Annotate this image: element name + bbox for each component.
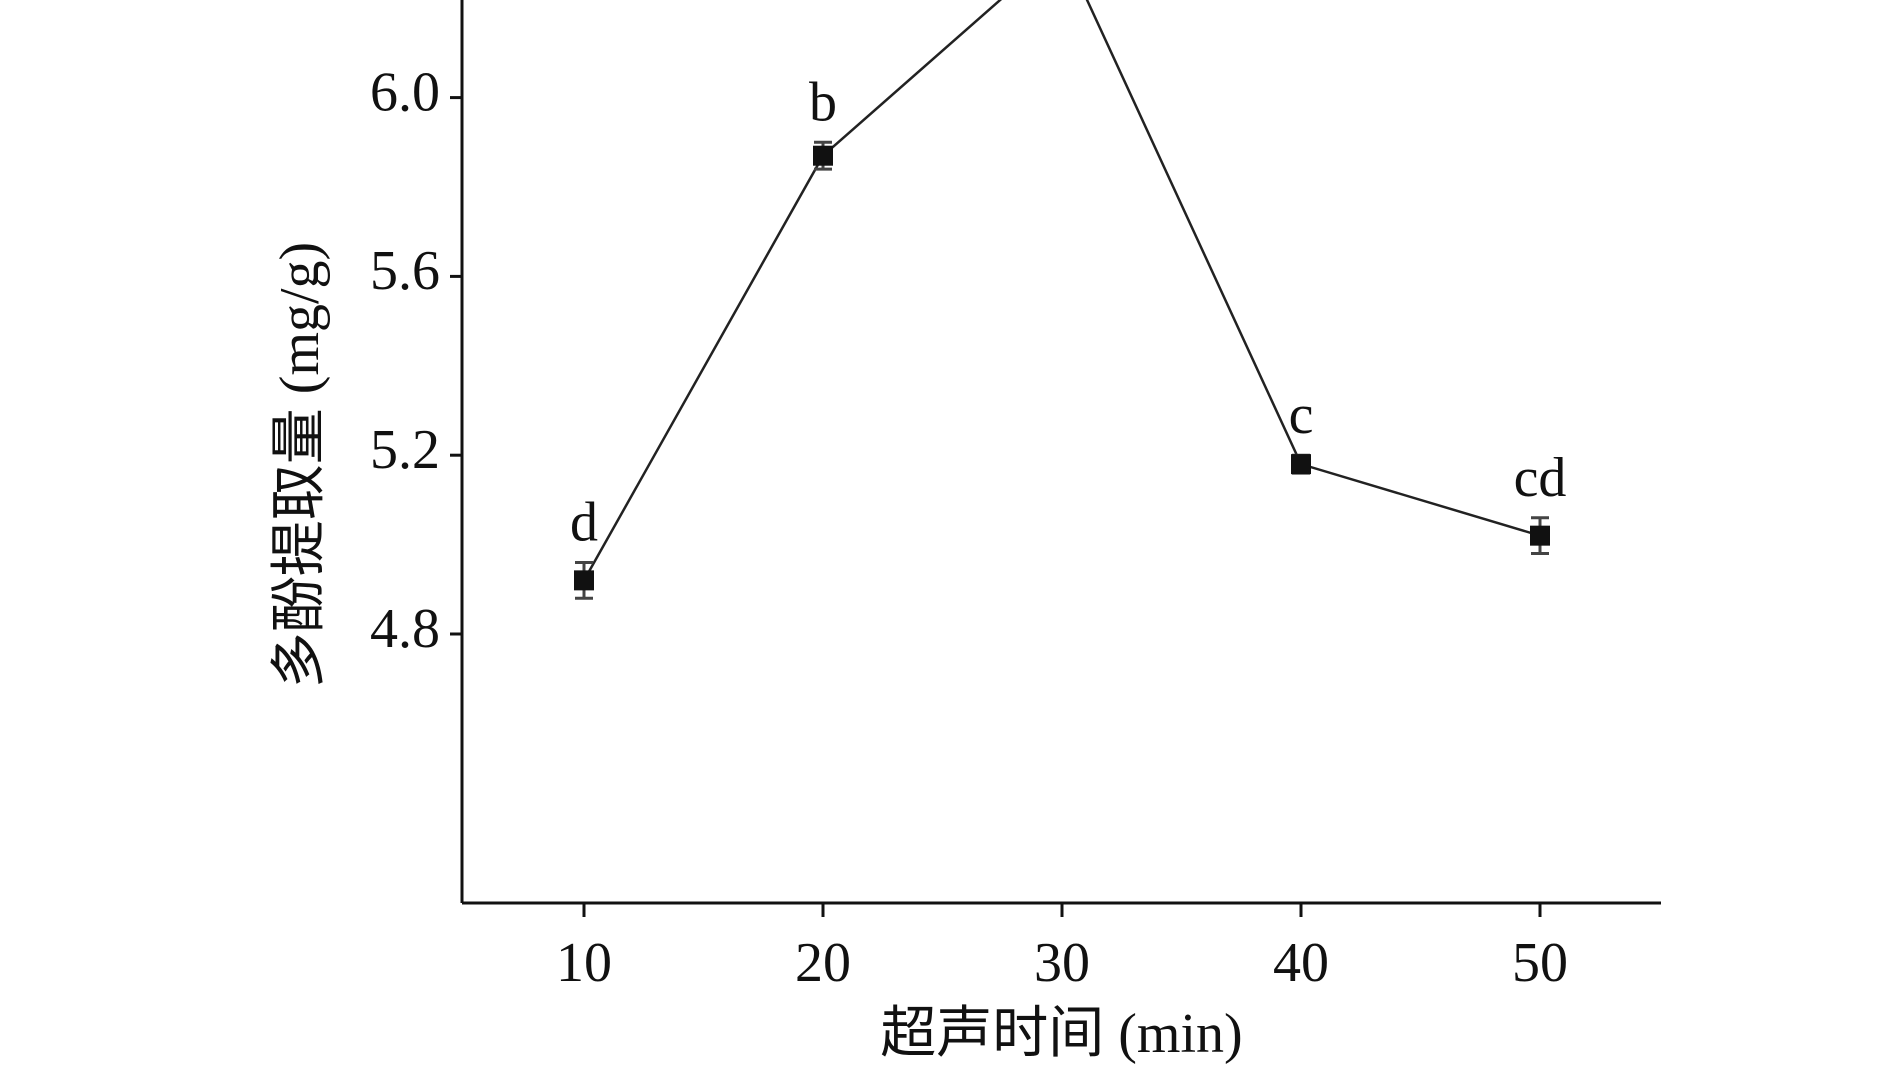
y-tick-label: 4.8: [370, 598, 440, 660]
data-point-label: b: [809, 71, 837, 133]
data-point-marker: [1291, 454, 1311, 475]
series-group: dbaccd: [570, 0, 1567, 600]
x-tick-label: 10: [556, 932, 612, 994]
data-point-marker: [574, 570, 594, 591]
x-tick-label: 50: [1512, 932, 1568, 994]
y-axis-title: 多酚提取量 (mg/g): [269, 242, 331, 688]
y-tick-label: 5.2: [370, 419, 440, 481]
data-point-label: c: [1289, 384, 1314, 446]
data-point-marker: [1530, 525, 1550, 546]
ticks: 4.85.25.66.06.41020304050: [370, 61, 1568, 994]
y-tick-label: 5.6: [370, 240, 440, 302]
series-line: [582, 0, 1541, 581]
data-point-label: cd: [1514, 447, 1567, 509]
x-tick-label: 40: [1273, 932, 1329, 994]
x-axis-title: 超声时间 (min): [880, 1003, 1242, 1065]
x-tick-label: 20: [795, 932, 851, 994]
axes: [460, 0, 1661, 905]
x-tick-label: 30: [1034, 932, 1090, 994]
data-point-label: d: [570, 491, 598, 553]
y-tick-label: 6.0: [370, 61, 440, 123]
data-point-marker: [813, 145, 833, 166]
